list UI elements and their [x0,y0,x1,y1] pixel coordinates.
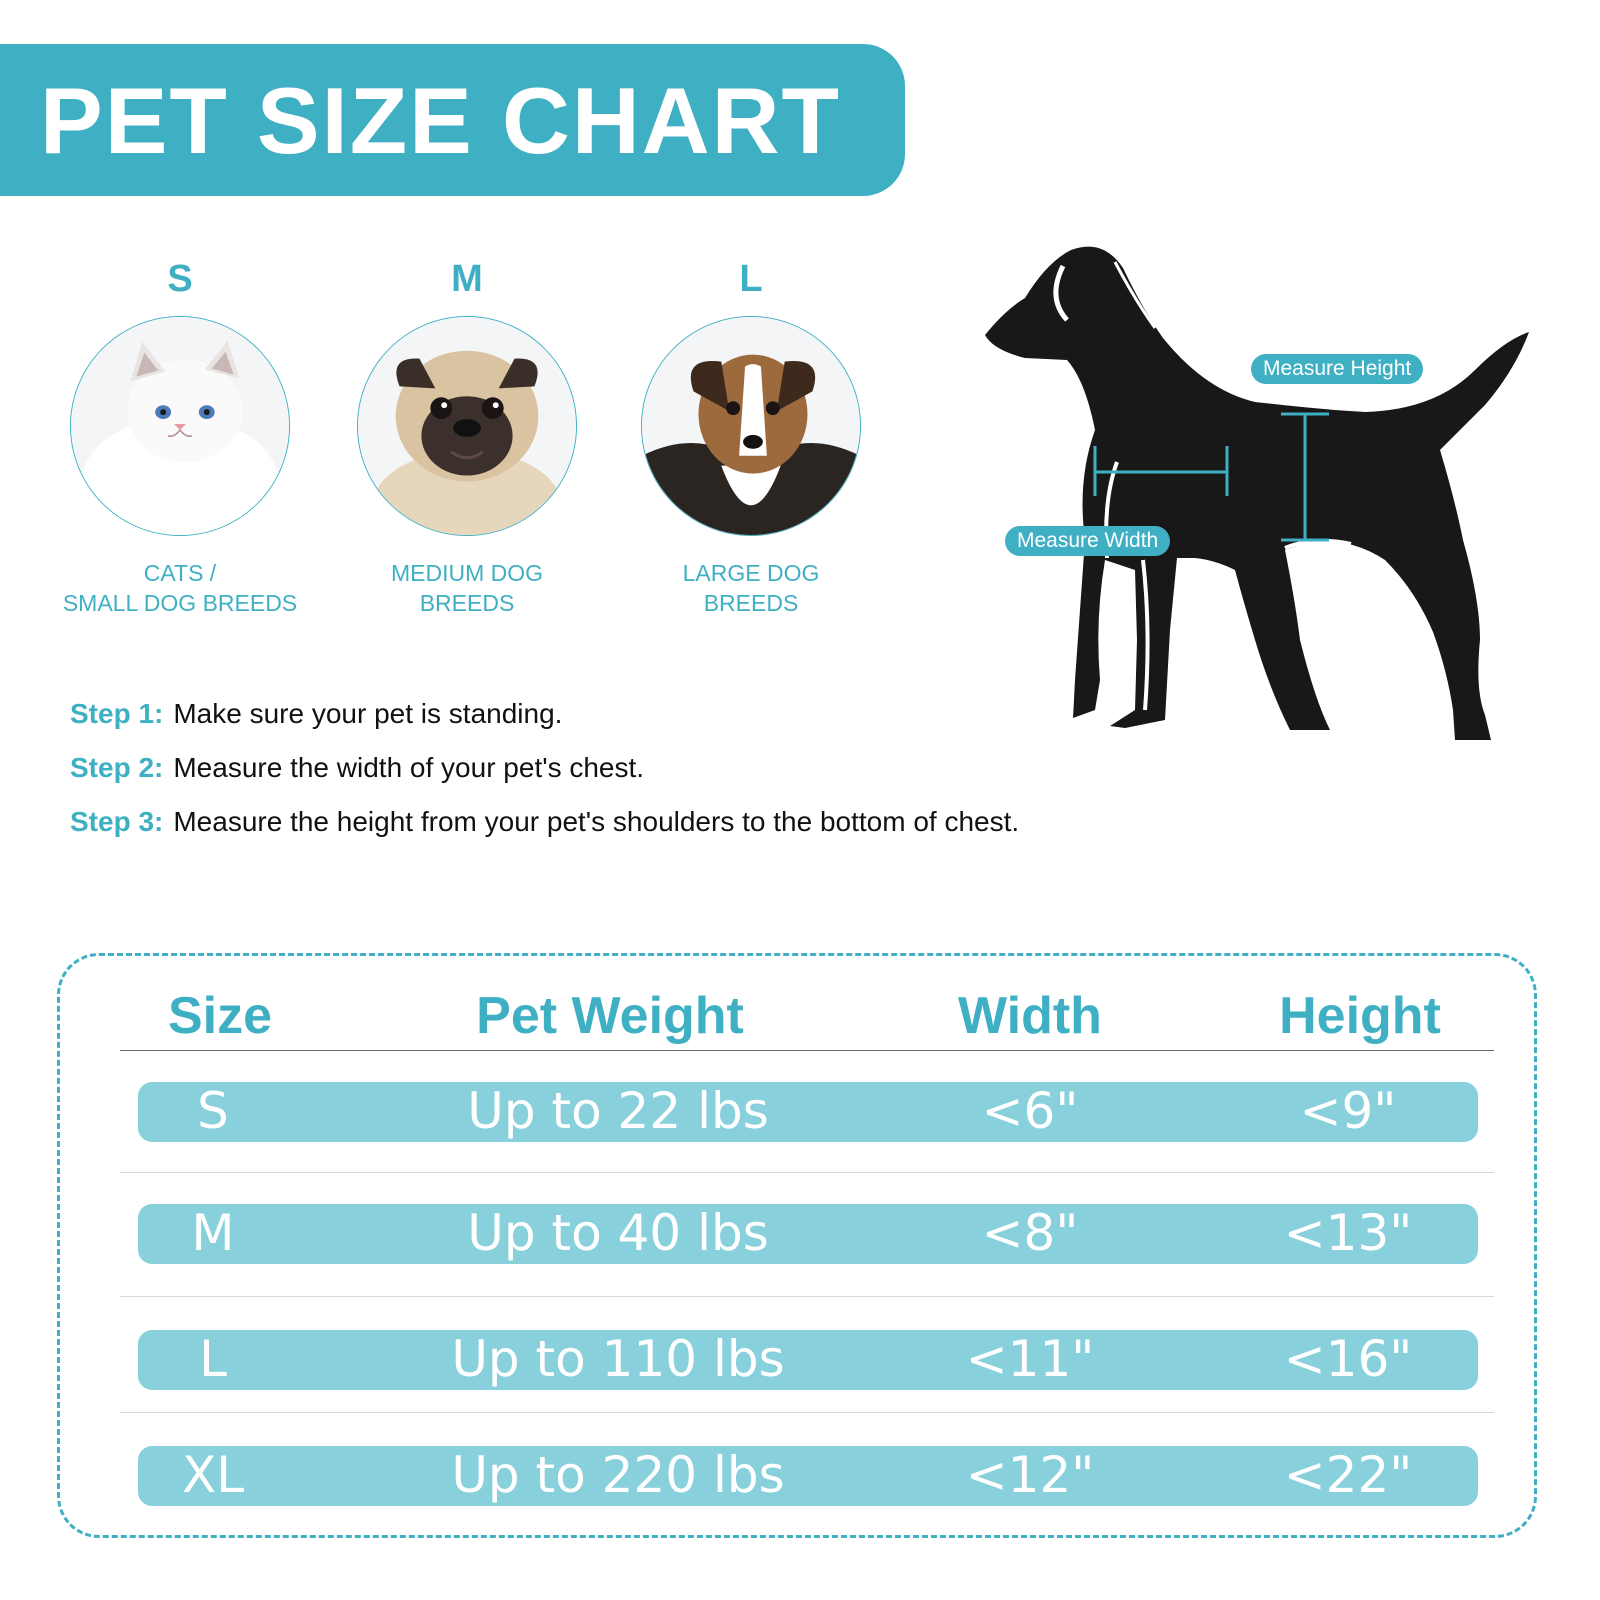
step-label: Step 3: [70,806,164,837]
step-3: Step 3: Measure the height from your pet'… [70,806,1019,860]
size-letter: M [451,258,483,300]
size-card-l: L LARGE DOG BREEDS [621,258,881,618]
weight-cell: Up to 110 lbs [451,1330,785,1388]
page-title: PET SIZE CHART [40,68,841,173]
width-cell: <11" [965,1330,1095,1388]
table-row: XL Up to 220 lbs <12" <22" [138,1446,1478,1506]
header-divider [120,1050,1494,1051]
weight-cell: Up to 22 lbs [467,1082,769,1140]
measure-width-label: Measure Width [1005,526,1171,556]
width-cell: <6" [981,1082,1079,1140]
header-pet-weight: Pet Weight [476,987,744,1045]
step-1: Step 1: Make sure your pet is standing. [70,698,1019,752]
step-label: Step 1: [70,698,164,729]
weight-cell: Up to 220 lbs [451,1446,785,1504]
size-caption: LARGE DOG BREEDS [601,558,901,618]
size-card-m: M MEDIUM DOG BREEDS [337,258,597,618]
size-letter: S [167,258,193,300]
caption-line: LARGE DOG [682,560,820,586]
row-divider [120,1172,1494,1173]
width-cell: <8" [981,1204,1079,1262]
step-2: Step 2: Measure the width of your pet's c… [70,752,1019,806]
size-letter: L [739,258,763,300]
header-height: Height [1279,987,1441,1045]
step-label: Step 2: [70,752,164,783]
step-text: Measure the width of your pet's chest. [173,752,645,783]
height-cell: <22" [1283,1446,1413,1504]
caption-line: CATS / [143,560,217,586]
height-cell: <13" [1283,1204,1413,1262]
size-cell: XL [181,1446,245,1504]
height-cell: <16" [1283,1330,1413,1388]
caption-line: MEDIUM DOG [390,560,544,586]
size-cell: S [197,1082,229,1140]
caption-line: SMALL DOG BREEDS [62,590,298,616]
header-size: Size [167,987,273,1045]
size-card-s: S CATS / SMALL DOG BREEDS [50,258,310,618]
size-cell: L [199,1330,227,1388]
cat-photo [70,316,290,536]
height-measure-line [1281,412,1329,542]
measure-height-label: Measure Height [1251,354,1424,384]
height-cell: <9" [1299,1082,1397,1140]
measurement-steps: Step 1: Make sure your pet is standing. S… [70,698,1019,860]
table-row: M Up to 40 lbs <8" <13" [138,1204,1478,1264]
size-cell: M [191,1204,235,1262]
table-row: L Up to 110 lbs <11" <16" [138,1330,1478,1390]
size-table: Size Pet Weight Width Height S Up to 22 … [57,953,1537,1538]
pug-photo [357,316,577,536]
dog-silhouette [985,246,1529,741]
title-banner: PET SIZE CHART [0,44,905,196]
row-divider [120,1412,1494,1413]
width-cell: <12" [965,1446,1095,1504]
step-text: Make sure your pet is standing. [173,698,563,729]
weight-cell: Up to 40 lbs [467,1204,769,1262]
size-caption: MEDIUM DOG BREEDS [317,558,617,618]
shepherd-dog-photo [641,316,861,536]
row-divider [120,1296,1494,1297]
header-width: Width [958,987,1102,1045]
size-caption: CATS / SMALL DOG BREEDS [30,558,330,618]
caption-line: BREEDS [419,590,515,616]
caption-line: BREEDS [703,590,799,616]
step-text: Measure the height from your pet's shoul… [173,806,1020,837]
measurement-diagram: Measure Height Measure Width [985,240,1550,760]
table-row: S Up to 22 lbs <6" <9" [138,1082,1478,1142]
width-measure-line [1093,446,1229,496]
